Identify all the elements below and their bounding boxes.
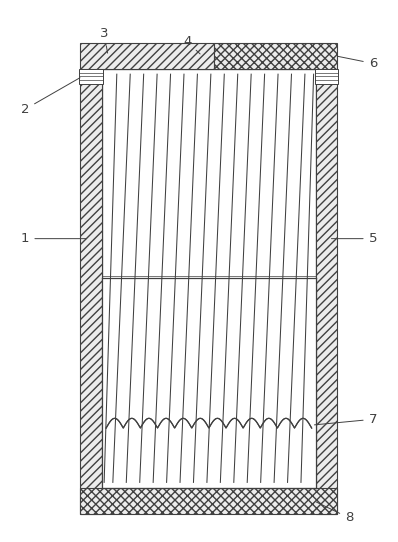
- Text: 6: 6: [338, 56, 377, 70]
- Text: 2: 2: [21, 78, 80, 116]
- Bar: [102, 278, 316, 488]
- Bar: [80, 69, 102, 514]
- Text: 8: 8: [316, 502, 353, 525]
- Text: 1: 1: [21, 232, 86, 245]
- Text: 4: 4: [183, 35, 200, 54]
- Text: 5: 5: [332, 232, 377, 245]
- Text: 7: 7: [314, 413, 377, 426]
- Bar: [80, 69, 103, 84]
- Bar: [314, 69, 338, 84]
- Bar: [80, 43, 214, 69]
- Bar: [316, 69, 338, 514]
- Bar: [214, 43, 338, 69]
- Bar: [102, 69, 316, 488]
- Bar: [80, 488, 338, 514]
- Text: 3: 3: [100, 27, 108, 53]
